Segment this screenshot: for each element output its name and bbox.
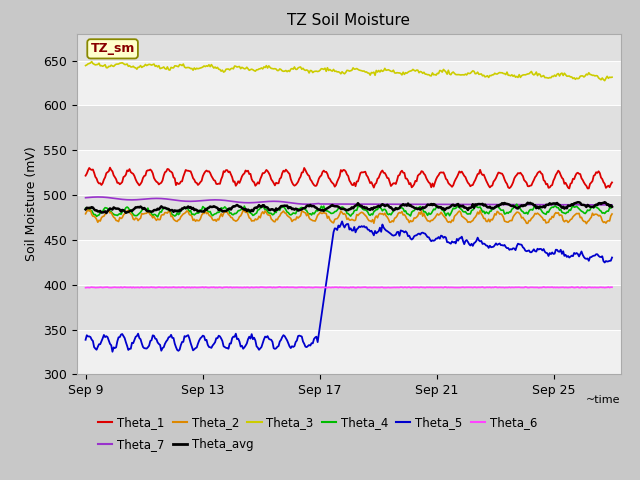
Bar xyxy=(77,150,621,195)
Bar xyxy=(77,240,621,285)
Bar xyxy=(77,330,621,374)
Text: ~time: ~time xyxy=(586,395,621,405)
Text: TZ_sm: TZ_sm xyxy=(90,42,135,55)
Title: TZ Soil Moisture: TZ Soil Moisture xyxy=(287,13,410,28)
Y-axis label: Soil Moisture (mV): Soil Moisture (mV) xyxy=(24,146,38,262)
Bar xyxy=(77,60,621,105)
Legend: Theta_7, Theta_avg: Theta_7, Theta_avg xyxy=(93,433,258,456)
